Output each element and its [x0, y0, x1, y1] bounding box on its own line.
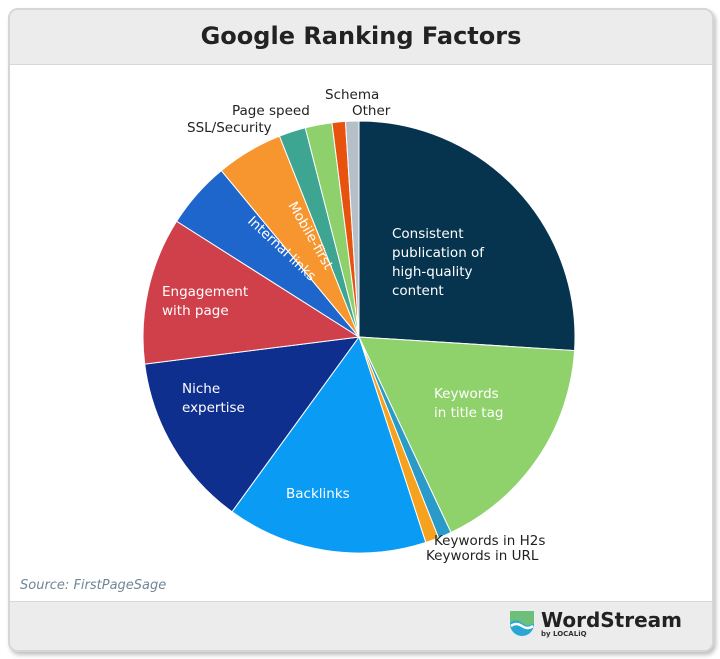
pie-slice-keywords-in-title-tag — [358, 336, 576, 534]
pie-slice-consistent-publication-of-high-quality-content — [358, 120, 576, 352]
slice-label: Keywords in URL — [426, 548, 539, 564]
slice-label: Page speed — [232, 103, 310, 119]
wordstream-logo: WordStream by LOCALiQ — [509, 610, 682, 638]
slice-label: Consistent publication of high-quality cont… — [392, 226, 485, 299]
pie-slice-backlinks — [231, 335, 427, 554]
slice-label: Engagement with page — [162, 284, 248, 319]
header: Google Ranking Factors — [10, 10, 712, 65]
pie-slice-engagement-with-page — [142, 220, 361, 365]
slice-label: Niche expertise — [182, 381, 245, 416]
slice-label: Schema — [325, 87, 379, 103]
slice-label: Keywords in H2s — [434, 533, 545, 549]
chart-title: Google Ranking Factors — [200, 22, 522, 50]
source-note: Source: FirstPageSage — [20, 578, 167, 593]
slice-label: Other — [352, 103, 391, 119]
footer: WordStream by LOCALiQ — [10, 601, 712, 650]
slice-label: Keywords in title tag — [434, 386, 503, 421]
wave-logo-icon — [510, 611, 534, 636]
logo-text: WordStream — [541, 608, 682, 632]
pie-slice-niche-expertise — [144, 336, 361, 513]
logo-subtext: by LOCALiQ — [541, 630, 587, 638]
slice-label: SSL/Security — [187, 120, 272, 136]
slice-label: Backlinks — [286, 486, 350, 502]
pie-slice-other — [344, 120, 360, 338]
